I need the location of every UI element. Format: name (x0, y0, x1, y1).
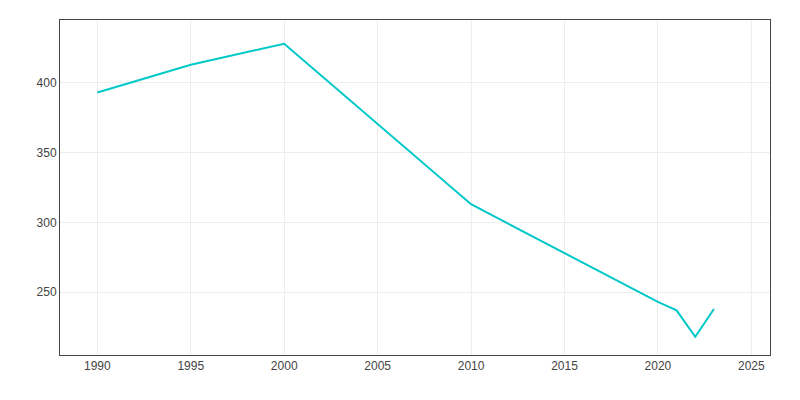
svg-text:350: 350 (37, 146, 57, 160)
svg-text:2020: 2020 (645, 359, 672, 373)
svg-text:1995: 1995 (177, 359, 204, 373)
svg-text:1990: 1990 (84, 359, 111, 373)
svg-text:2025: 2025 (738, 359, 765, 373)
svg-text:2005: 2005 (364, 359, 391, 373)
svg-text:300: 300 (37, 216, 57, 230)
svg-text:250: 250 (37, 285, 57, 299)
svg-text:400: 400 (37, 76, 57, 90)
svg-text:2010: 2010 (458, 359, 485, 373)
svg-text:2015: 2015 (551, 359, 578, 373)
svg-text:2000: 2000 (271, 359, 298, 373)
